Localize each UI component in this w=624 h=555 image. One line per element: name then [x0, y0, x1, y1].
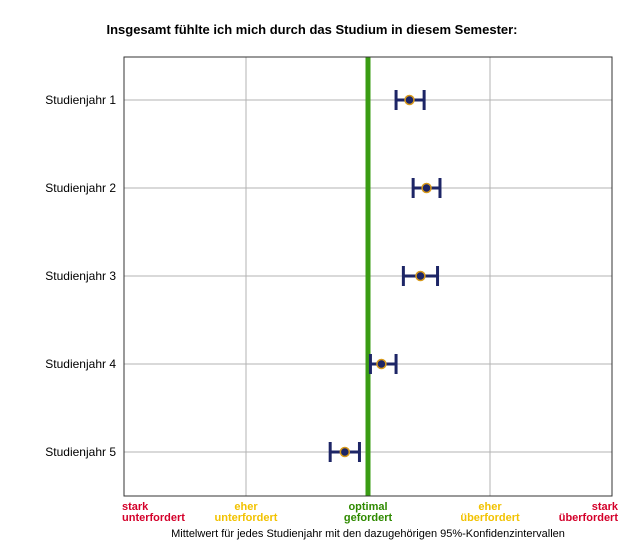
category-label: Studienjahr 4: [45, 357, 116, 371]
x-tick-label: unterfordert: [215, 512, 278, 524]
x-tick-label: unterfordert: [122, 512, 185, 524]
x-tick-label: eher: [234, 501, 258, 513]
x-tick-label: gefordert: [344, 512, 393, 524]
category-label: Studienjahr 2: [45, 181, 116, 195]
mean-point: [376, 358, 387, 370]
mean-point: [339, 446, 351, 458]
plot-frame: [123, 56, 613, 497]
x-tick-label: stark: [122, 501, 149, 513]
mean-point: [421, 182, 432, 194]
category-label: Studienjahr 3: [45, 269, 116, 283]
x-tick-label: überfordert: [460, 512, 520, 524]
x-tick-labels: starkunterforderteherunterfordertoptimal…: [122, 501, 619, 524]
category-label: Studienjahr 1: [45, 93, 116, 107]
chart-title: Insgesamt fühlte ich mich durch das Stud…: [106, 22, 517, 37]
mean-point: [404, 94, 415, 106]
mean-points: [339, 94, 432, 458]
category-label: Studienjahr 5: [45, 445, 116, 459]
x-tick-label: überfordert: [559, 512, 619, 524]
x-tick-label: eher: [478, 501, 502, 513]
x-axis-label: Mittelwert für jedes Studienjahr mit den…: [171, 528, 565, 540]
category-labels: Studienjahr 1 Studienjahr 2 Studienjahr 3 S…: [45, 93, 116, 459]
x-tick-label: optimal: [348, 501, 387, 513]
mean-point: [415, 270, 426, 282]
x-tick-label: stark: [592, 501, 619, 513]
